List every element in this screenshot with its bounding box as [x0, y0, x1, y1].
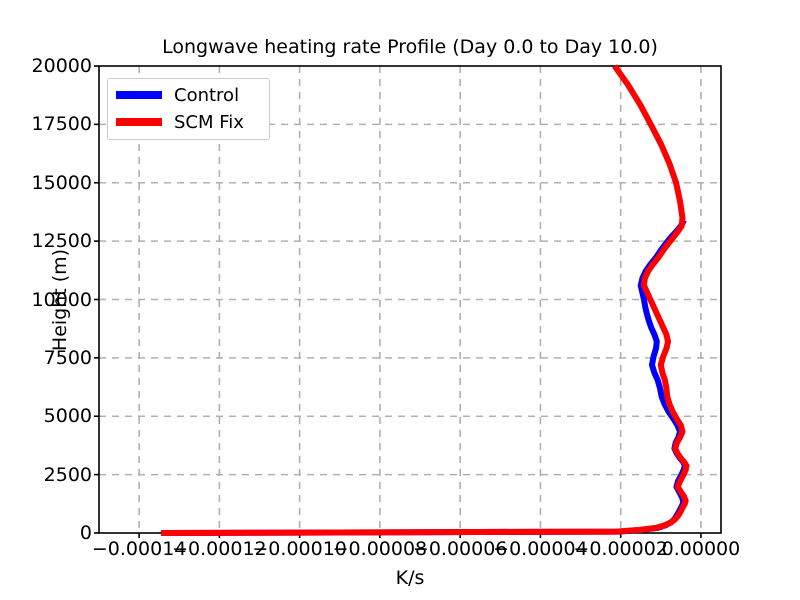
- legend-label-scm-fix: SCM Fix: [174, 111, 244, 133]
- data-series-group: [161, 64, 690, 536]
- legend-swatch-scm-fix: [116, 118, 162, 126]
- data-line-scm-fix: [161, 64, 690, 536]
- chart-title: Longwave heating rate Profile (Day 0.0 t…: [162, 36, 658, 58]
- y-tick-label: 15000: [31, 171, 92, 194]
- y-tick-label: 5000: [43, 405, 92, 428]
- x-tick-label: −0.00004: [493, 538, 588, 560]
- x-tick-label: −0.00006: [412, 538, 508, 560]
- y-tick-label: 0: [79, 522, 92, 544]
- x-tick-label: −0.00010: [252, 538, 347, 560]
- legend-swatch-control: [116, 91, 162, 99]
- legend-entry-scm-fix: SCM Fix: [116, 110, 244, 134]
- x-tick-label: −0.00008: [332, 538, 428, 560]
- x-tick-label: −0.00012: [172, 538, 267, 560]
- x-tick-label: −0.00014: [91, 538, 187, 560]
- x-axis-label: K/s: [395, 567, 425, 589]
- y-tick-label: 2500: [43, 463, 92, 486]
- y-tick-label: 20000: [31, 55, 92, 77]
- legend-entry-control: Control: [116, 83, 239, 107]
- y-tick-label: 12500: [31, 230, 92, 253]
- legend[interactable]: Control SCM Fix: [107, 78, 270, 140]
- legend-label-control: Control: [174, 84, 240, 106]
- y-tick-label: 17500: [31, 113, 92, 136]
- axes-background: [99, 66, 721, 533]
- x-tick-label: −0.00002: [573, 538, 668, 560]
- y-tick-label: 10000: [31, 288, 92, 311]
- y-tick-label: 7500: [43, 346, 92, 369]
- x-tick-label: 0.00000: [661, 538, 741, 560]
